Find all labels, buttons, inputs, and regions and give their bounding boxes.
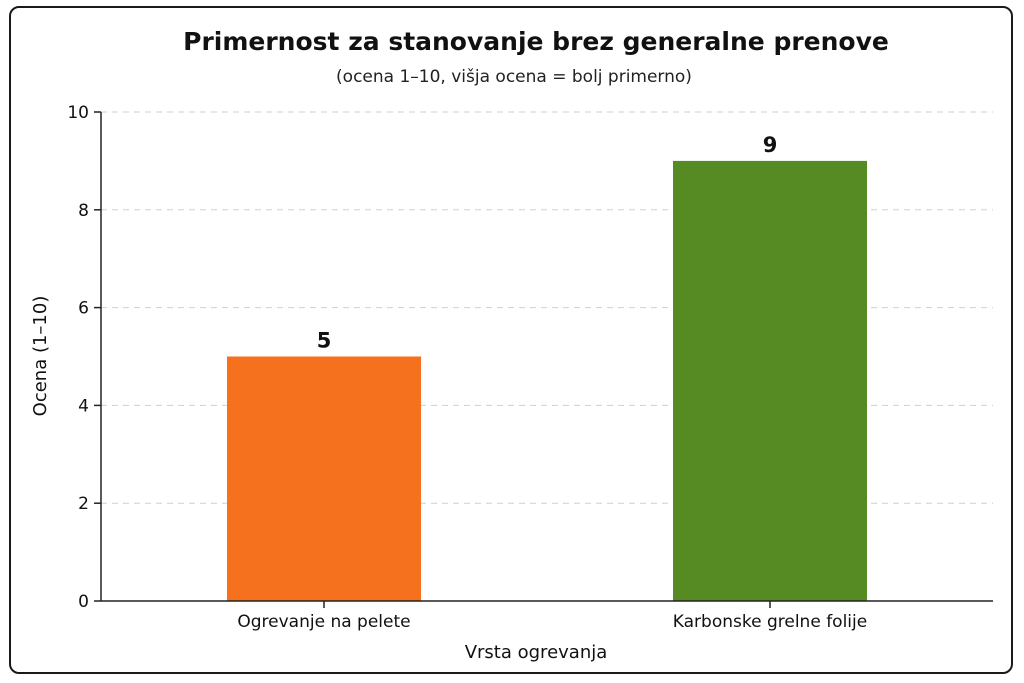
x-axis-ticks: Ogrevanje na pelete Karbonske grelne foli… [237,601,867,632]
bar-2 [673,160,867,601]
value-labels: 59 [317,133,778,353]
y-tick-label: 6 [78,299,89,319]
bar-value-label: 9 [763,133,778,157]
y-tick-label: 10 [67,103,89,123]
x-axis-label: Vrsta ogrevanja [465,642,608,663]
bar-1 [227,356,421,601]
y-tick-label: 0 [78,592,89,612]
x-tick-label: Karbonske grelne folije [673,612,867,632]
bar-value-label: 5 [317,329,332,353]
y-tick-label: 8 [78,201,89,221]
bars [227,160,867,601]
y-axis-ticks: 0 2 4 6 8 10 [67,103,101,612]
x-tick-label: Ogrevanje na pelete [237,612,410,632]
y-tick-label: 4 [78,396,89,416]
y-axis-label: Ocena (1–10) [30,296,51,417]
chart-subtitle: (ocena 1–10, višja ocena = bolj primerno… [336,67,692,87]
chart-title: Primernost za stanovanje brez generalne … [183,27,889,56]
y-tick-label: 2 [78,494,89,514]
